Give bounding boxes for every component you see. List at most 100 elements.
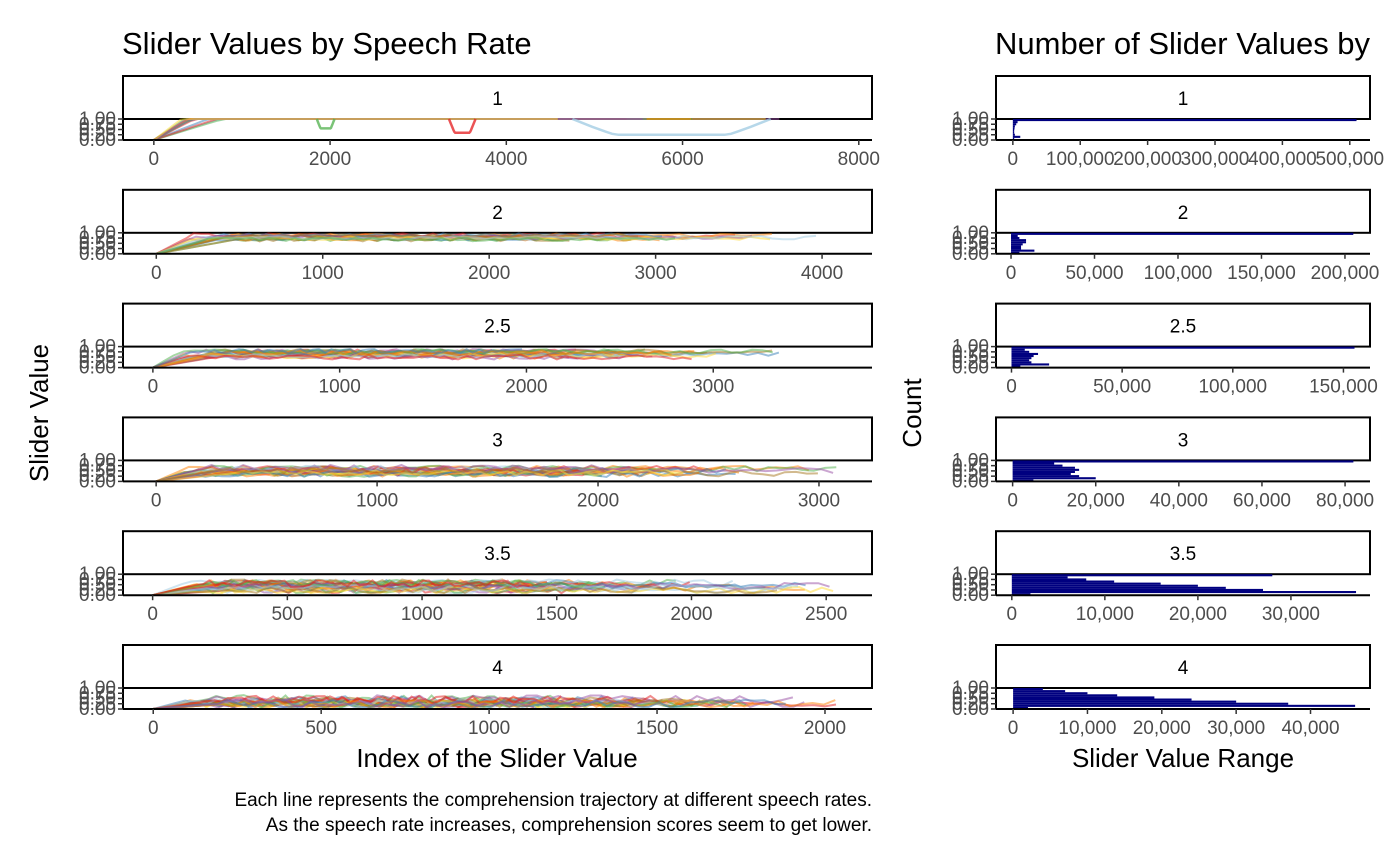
bar-panel-y-tick-label-1-0: 0.00 bbox=[952, 244, 989, 265]
histogram-bar-0-7 bbox=[1012, 123, 1017, 126]
histogram-bar-1-5 bbox=[1011, 241, 1027, 244]
bar-panel-y-tick-label-3-4: 1.00 bbox=[952, 450, 989, 471]
histogram-bar-4-1 bbox=[1011, 591, 1357, 594]
histogram-bar-0-1 bbox=[1012, 135, 1021, 138]
right-x-axis-title: Slider Value Range bbox=[1072, 743, 1294, 773]
trajectory-group-3 bbox=[155, 463, 837, 482]
trajectory-line-5-28 bbox=[153, 698, 651, 709]
histogram-bar-3-9 bbox=[1012, 460, 1354, 463]
trajectory-dip-0-2 bbox=[571, 117, 772, 137]
histogram-bar-3-6 bbox=[1012, 466, 1075, 469]
bar-panel-x-tick-label-3-2: 40,000 bbox=[1150, 490, 1208, 511]
bar-panel-y-tick-label-3-2: 0.50 bbox=[952, 461, 989, 482]
trajectory-group-1 bbox=[155, 232, 817, 254]
histogram-bar-5-7 bbox=[1013, 692, 1088, 695]
histogram-bar-0-6 bbox=[1012, 125, 1015, 128]
bar-panel-x-tick-label-4-3: 30,000 bbox=[1262, 604, 1320, 625]
trajectory-line-0-3 bbox=[153, 118, 569, 140]
trajectory-line-0-5 bbox=[153, 118, 766, 140]
bar-panel-y-tick-label-0-0: 0.00 bbox=[952, 130, 989, 151]
trajectory-line-1-16 bbox=[156, 236, 676, 254]
line-panel-strip-label-1: 2 bbox=[492, 203, 503, 224]
line-panel-x-tick-label-2-3: 3000 bbox=[692, 377, 734, 398]
trajectory-line-2-19 bbox=[152, 347, 523, 368]
bar-panel-y-tick-label-5-2: 0.50 bbox=[952, 689, 989, 710]
bar-panel-y-tick-label-5-0: 0.00 bbox=[952, 699, 989, 720]
line-panel-y-tick-label-0-0: 0.00 bbox=[79, 130, 116, 151]
histogram-bar-0-3 bbox=[1012, 131, 1015, 134]
caption-line-2: As the speech rate increases, comprehens… bbox=[266, 815, 872, 836]
right-chart-title: Number of Slider Values by bbox=[995, 26, 1371, 61]
line-panel-x-tick-label-0-2: 4000 bbox=[485, 149, 527, 170]
bar-panel-y-tick-label-1-2: 0.50 bbox=[952, 233, 989, 254]
bar-panel-y-tick-label-2-3: 0.75 bbox=[952, 342, 989, 363]
bar-panel-x-tick-label-1-3: 150,000 bbox=[1227, 263, 1296, 284]
line-panel-x-tick-label-4-2: 1000 bbox=[401, 604, 443, 625]
line-panel-y-tick-label-0-3: 0.75 bbox=[79, 114, 116, 135]
line-panel-x-tick-label-0-3: 6000 bbox=[661, 149, 703, 170]
bar-panel-x-tick-label-3-4: 80,000 bbox=[1316, 490, 1374, 511]
trajectory-line-0-7 bbox=[153, 118, 569, 140]
bar-panel-x-tick-label-1-1: 50,000 bbox=[1065, 263, 1123, 284]
histogram-bar-3-3 bbox=[1012, 473, 1071, 476]
histogram-bar-3-1 bbox=[1012, 477, 1096, 480]
line-panel-strip-box-5 bbox=[122, 644, 873, 689]
line-panel-y-tick-label-5-1: 0.25 bbox=[79, 694, 116, 715]
bar-panel-x-tick-label-3-3: 60,000 bbox=[1233, 490, 1291, 511]
bar-panel-x-tick-label-2-1: 50,000 bbox=[1093, 377, 1151, 398]
histogram-bar-3-8 bbox=[1012, 462, 1055, 465]
bar-panel-x-tick-label-5-2: 20,000 bbox=[1133, 718, 1191, 739]
bar-panel-x-tick-label-0-3: 300,000 bbox=[1181, 149, 1250, 170]
line-panel-x-tick-label-0-1: 2000 bbox=[309, 149, 351, 170]
line-panel-y-tick-label-1-0: 0.00 bbox=[79, 244, 116, 265]
bar-panel-y-tick-label-2-0: 0.00 bbox=[952, 358, 989, 379]
trajectory-line-0-4 bbox=[153, 118, 780, 140]
line-panel-x-tick-label-3-1: 1000 bbox=[356, 490, 398, 511]
histogram-bar-3-4 bbox=[1012, 470, 1075, 473]
trajectory-line-0-13 bbox=[153, 118, 558, 140]
line-panel-x-tick-label-4-5: 2500 bbox=[805, 604, 847, 625]
histogram-bar-0-0 bbox=[1012, 137, 1015, 140]
trajectory-line-2-17 bbox=[152, 353, 692, 368]
line-panel-x-tick-label-2-0: 0 bbox=[148, 377, 159, 398]
bar-panel-y-tick-label-2-2: 0.50 bbox=[952, 347, 989, 368]
bar-panel-y-tick-label-3-0: 0.00 bbox=[952, 471, 989, 492]
histogram-bar-4-0 bbox=[1011, 593, 1031, 596]
histogram-bar-4-7 bbox=[1011, 578, 1087, 581]
trajectory-line-4-25 bbox=[152, 579, 530, 596]
bar-panel-x-tick-label-5-4: 40,000 bbox=[1281, 718, 1339, 739]
histogram-bar-2-8 bbox=[1011, 348, 1025, 351]
bar-panel-x-tick-label-5-1: 10,000 bbox=[1058, 718, 1116, 739]
histogram-bar-1-3 bbox=[1011, 245, 1022, 248]
line-panel-strip-box-3 bbox=[122, 416, 873, 462]
line-panel-x-tick-label-3-2: 2000 bbox=[577, 490, 619, 511]
histogram-bar-2-6 bbox=[1011, 352, 1039, 355]
bar-panel-x-tick-label-0-5: 500,000 bbox=[1315, 149, 1384, 170]
histogram-bar-3-5 bbox=[1012, 468, 1080, 471]
left-x-axis-title: Index of the Slider Value bbox=[356, 743, 637, 773]
bar-panel-x-tick-label-2-0: 0 bbox=[1006, 377, 1017, 398]
bar-panel-x-tick-label-4-2: 20,000 bbox=[1169, 604, 1227, 625]
histogram-bar-1-8 bbox=[1011, 234, 1018, 237]
bar-panel-y-tick-label-1-3: 0.75 bbox=[952, 228, 989, 249]
line-panel-strip-box-0 bbox=[122, 75, 873, 120]
histogram-bar-5-0 bbox=[1013, 706, 1028, 709]
bar-panel-x-tick-label-1-4: 200,000 bbox=[1311, 263, 1380, 284]
line-panel-x-tick-label-5-4: 2000 bbox=[804, 718, 846, 739]
bar-panel-strip-label-2: 2.5 bbox=[1170, 317, 1196, 338]
histogram-bar-5-1 bbox=[1013, 704, 1356, 707]
line-panel-y-tick-label-0-1: 0.25 bbox=[79, 125, 116, 146]
bar-panel-y-tick-label-4-1: 0.25 bbox=[952, 580, 989, 601]
right-y-axis-title: Count bbox=[897, 378, 927, 448]
histogram-bar-5-9 bbox=[1013, 688, 1043, 691]
line-panel-strip-label-0: 1 bbox=[492, 89, 503, 110]
histogram-bar-4-6 bbox=[1011, 580, 1115, 583]
trajectory-group-2 bbox=[152, 347, 780, 368]
line-panel-x-tick-label-5-3: 1500 bbox=[636, 718, 678, 739]
histogram-bar-2-0 bbox=[1011, 365, 1021, 368]
left-chart-title: Slider Values by Speech Rate bbox=[122, 26, 532, 61]
histogram-bar-1-4 bbox=[1011, 243, 1023, 246]
histogram-bar-3-7 bbox=[1012, 464, 1063, 467]
bar-panel-y-tick-label-5-3: 0.75 bbox=[952, 683, 989, 704]
